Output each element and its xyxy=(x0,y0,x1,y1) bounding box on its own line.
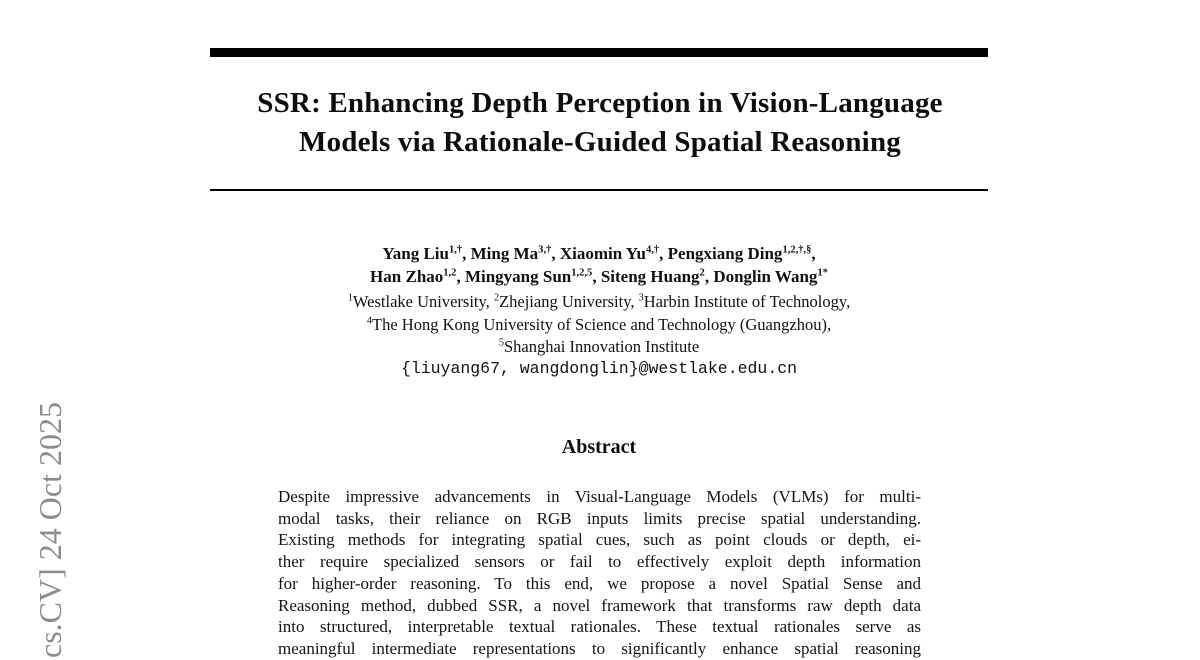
abstract-line: into structured, interpretable textual r… xyxy=(278,617,921,637)
paper-title-line-2: Models via Rationale-Guided Spatial Reas… xyxy=(299,126,901,158)
affiliation-block: 1Westlake University, 2Zhejiang Universi… xyxy=(210,291,988,359)
abstract-line: modal tasks, their reliance on RGB input… xyxy=(278,508,921,528)
paper-title-line-1: SSR: Enhancing Depth Perception in Visio… xyxy=(257,87,943,119)
title-rule-bottom xyxy=(210,189,988,191)
abstract-line: Despite impressive advancements in Visua… xyxy=(278,487,921,506)
arxiv-watermark: cs.CV] 24 Oct 2025 xyxy=(32,402,68,658)
authors-line-1: Yang Liu1,†, Ming Ma3,†, Xiaomin Yu4,†, … xyxy=(382,244,816,263)
abstract-line: ther require specialized sensors or fail… xyxy=(278,552,921,572)
abstract-line: Existing methods for integrating spatial… xyxy=(278,530,921,550)
affiliation-line-1: 1Westlake University, 2Zhejiang Universi… xyxy=(347,292,851,311)
affiliation-line-2: 4The Hong Kong University of Science and… xyxy=(366,314,832,334)
abstract-line: for higher-order reasoning. To this end,… xyxy=(278,573,921,593)
abstract-text: Despite impressive advancements in Visua… xyxy=(278,486,921,660)
title-rule-top xyxy=(210,48,988,57)
contact-email: {liuyang67, wangdonglin}@westlake.edu.cn xyxy=(400,359,798,378)
abstract-line: Reasoning method, dubbed SSR, a novel fr… xyxy=(278,595,921,615)
paper-title: SSR: Enhancing Depth Perception in Visio… xyxy=(180,84,1020,162)
abstract-heading: Abstract xyxy=(561,436,637,458)
abstract-line: meaningful intermediate representations … xyxy=(278,638,921,658)
affiliation-line-3: 5Shanghai Innovation Institute xyxy=(498,337,700,356)
author-block: Yang Liu1,†, Ming Ma3,†, Xiaomin Yu4,†, … xyxy=(210,242,988,288)
authors-line-2: Han Zhao1,2, Mingyang Sun1,2,5, Siteng H… xyxy=(370,267,828,286)
